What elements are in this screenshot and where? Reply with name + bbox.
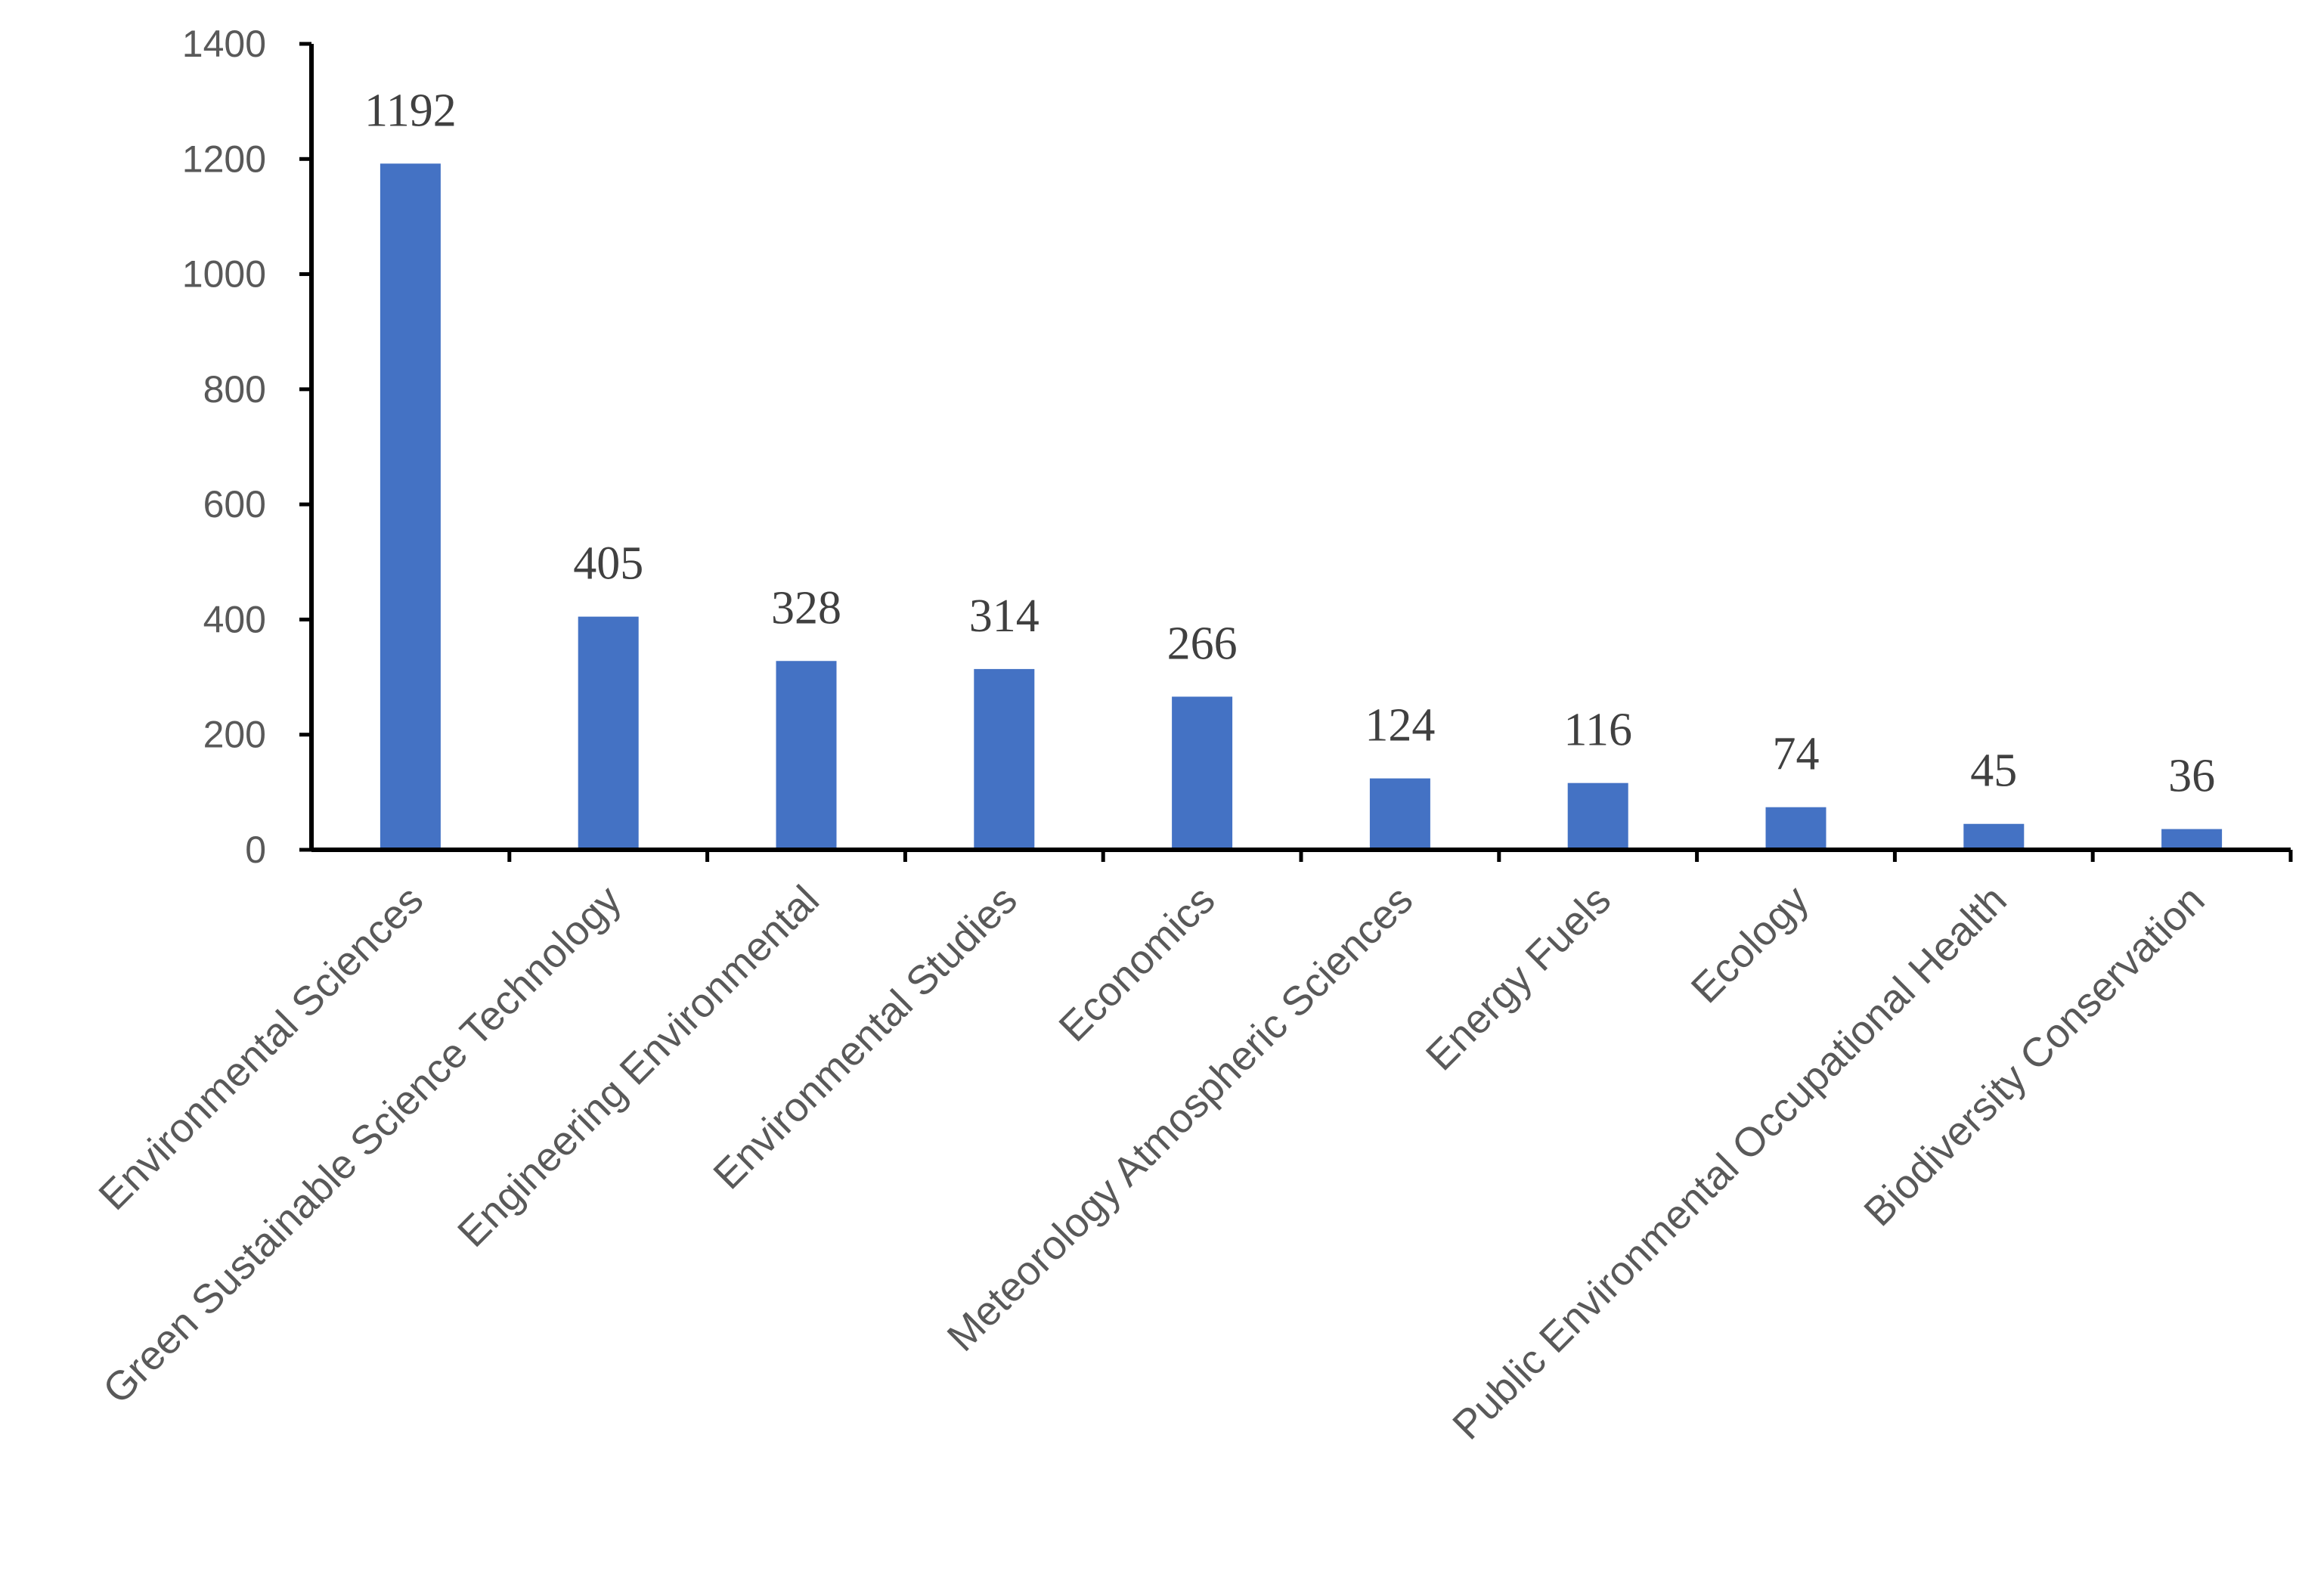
bar — [578, 616, 639, 850]
data-label: 36 — [2168, 751, 2215, 802]
x-category-label: Economics — [1050, 877, 1223, 1050]
y-tick-label: 800 — [203, 368, 266, 411]
bar — [776, 661, 837, 850]
x-category-label: Energy Fuels — [1418, 877, 1619, 1079]
data-label: 266 — [1167, 618, 1238, 669]
data-label: 1192 — [364, 85, 457, 136]
bars-layer — [380, 163, 2223, 850]
y-tick-label: 200 — [203, 714, 266, 756]
y-tick-label: 1200 — [182, 138, 266, 180]
y-tick-label: 600 — [203, 483, 266, 525]
data-label: 116 — [1563, 705, 1632, 756]
bar — [1963, 823, 2025, 850]
y-tick-label: 1400 — [182, 23, 266, 65]
data-label: 405 — [573, 538, 643, 590]
y-tick-label: 0 — [245, 829, 266, 871]
x-category-label: Environmental Sciences — [90, 877, 432, 1219]
bar — [2161, 829, 2223, 850]
data-label: 74 — [1773, 729, 1820, 780]
y-tick-label: 400 — [203, 598, 266, 640]
axes-layer — [299, 42, 2293, 862]
bar — [1172, 696, 1233, 850]
y-tick-label: 1000 — [182, 253, 266, 296]
data-label: 314 — [969, 590, 1040, 642]
bar — [1765, 807, 1826, 850]
bar — [1369, 778, 1430, 850]
x-category-label: Biodiversity Conservation — [1855, 877, 2213, 1235]
data-label: 124 — [1365, 700, 1435, 752]
x-category-label: Engineering Environmental — [449, 877, 828, 1256]
bar — [974, 668, 1035, 850]
data-label: 328 — [771, 582, 841, 634]
bar — [1567, 783, 1628, 850]
x-category-label: Ecology — [1683, 877, 1817, 1012]
bar — [380, 163, 441, 850]
data-label: 45 — [1970, 745, 2017, 797]
